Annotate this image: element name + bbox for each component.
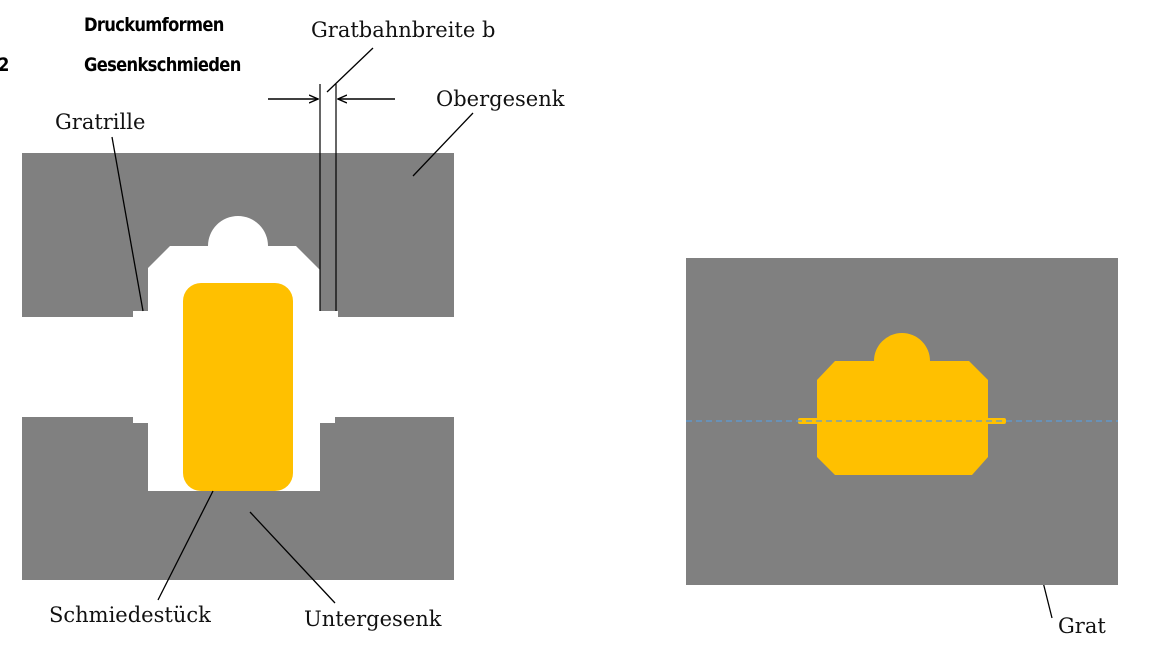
header-title-line2: Gesenkschmieden	[84, 54, 241, 76]
leader-flash-land	[326, 47, 374, 93]
upper-die	[22, 153, 454, 317]
leader-lower-die	[249, 511, 336, 604]
leader-flash-gutter	[111, 136, 144, 312]
forged-part	[817, 333, 988, 475]
label-flash-gutter: Gratrille	[55, 110, 145, 134]
section-number: 2	[0, 54, 9, 76]
label-flash-land-width: Gratbahnbreite b	[311, 18, 495, 42]
label-upper-die: Obergesenk	[436, 87, 565, 111]
lower-die	[22, 417, 454, 580]
label-lower-die: Untergesenk	[304, 607, 442, 631]
leader-workpiece	[157, 490, 214, 601]
leader-upper-die	[412, 112, 474, 177]
label-flash: Grat	[1058, 614, 1106, 638]
flash-land-dimension	[268, 84, 395, 311]
workpiece	[183, 283, 293, 491]
right-die-assembly	[686, 258, 1118, 585]
left-die-assembly	[22, 153, 454, 580]
header-title-line1: Druckumformen	[84, 14, 224, 36]
label-workpiece: Schmiedestück	[49, 603, 211, 627]
